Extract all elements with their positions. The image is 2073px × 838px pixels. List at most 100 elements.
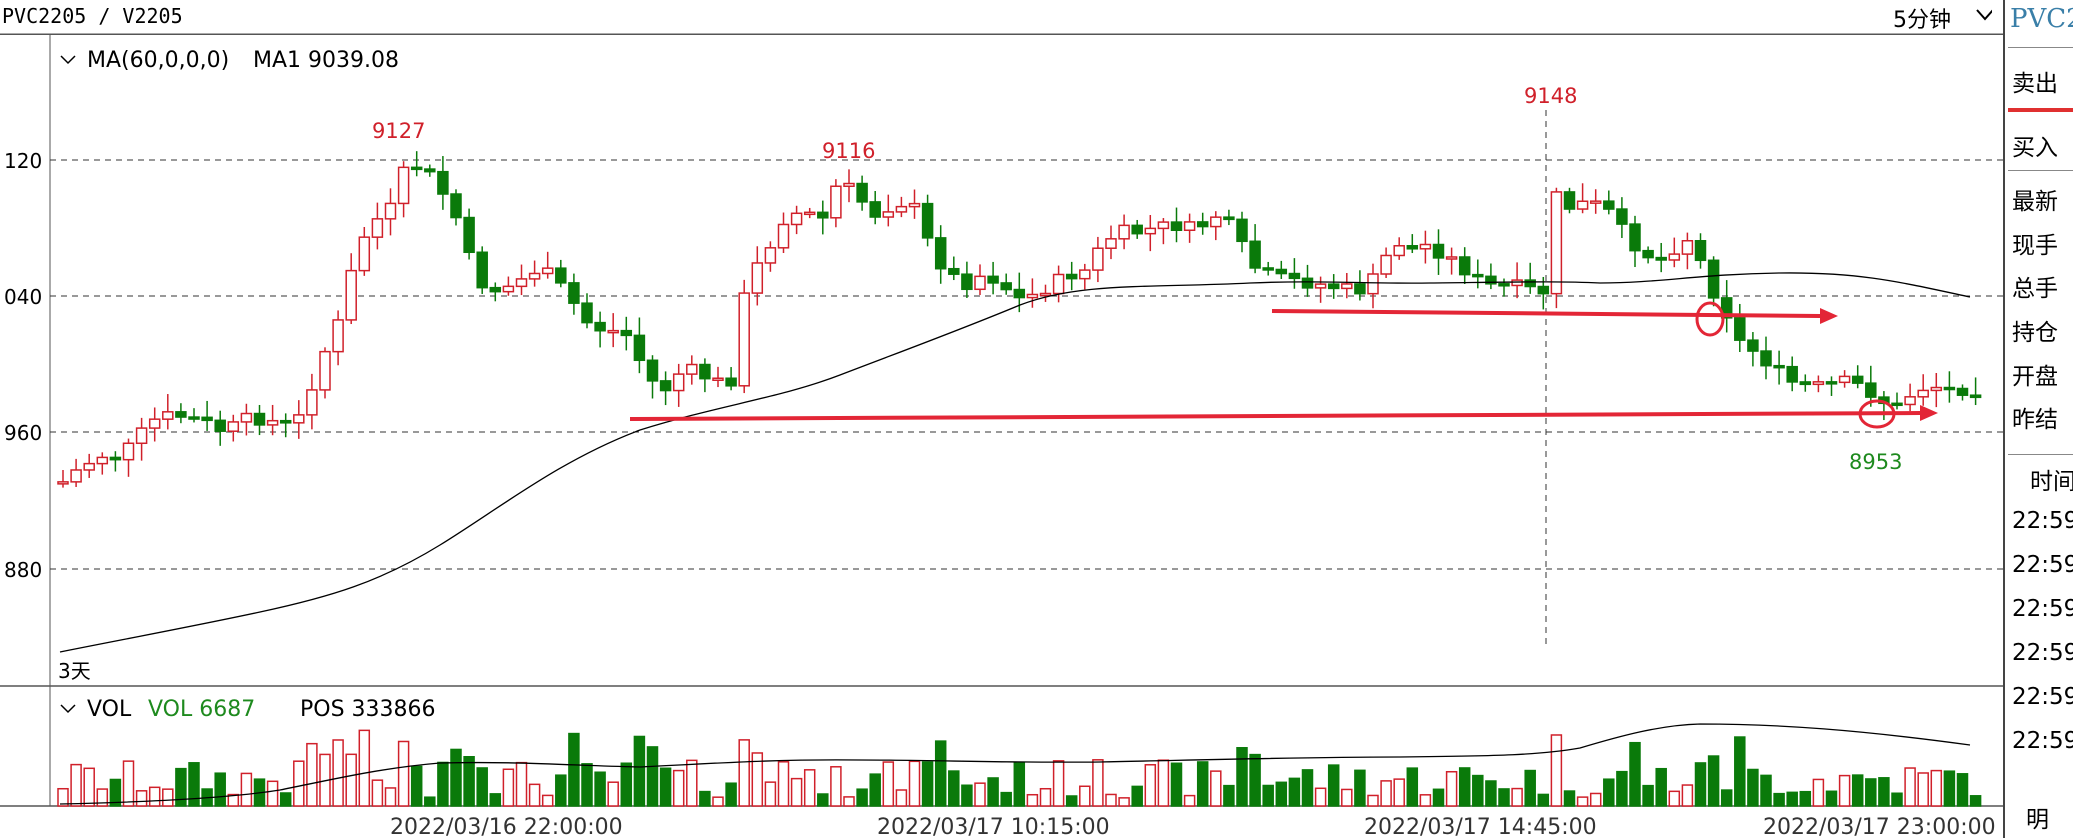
candle-up — [502, 285, 515, 293]
candle-down — [1131, 224, 1143, 235]
candle-down — [1851, 375, 1864, 384]
candle-up — [1039, 292, 1052, 297]
candle-up — [293, 414, 305, 424]
candle-down — [633, 334, 646, 362]
volume-bar-down — [463, 756, 475, 807]
candle-down — [1891, 402, 1903, 407]
candle-down — [1485, 275, 1497, 285]
candle-down — [188, 416, 200, 420]
candle-down — [1825, 381, 1838, 385]
chevron-down-icon[interactable] — [1976, 8, 1992, 24]
volume-bar-down — [581, 763, 593, 807]
candle-down — [987, 275, 999, 284]
candle-up — [908, 202, 921, 208]
volume-bar-up — [1445, 770, 1458, 807]
candle-up — [1367, 273, 1379, 295]
candle-down — [1969, 394, 1982, 399]
candle-up — [1105, 238, 1117, 249]
volume-bar-down — [1354, 769, 1366, 807]
candle-down — [1694, 240, 1707, 262]
time-header: 时间 — [2030, 469, 2073, 495]
detail-tab[interactable]: 明 — [2026, 807, 2049, 833]
volume-bar-down — [1563, 790, 1576, 807]
candle-up — [1838, 375, 1851, 384]
candle-up — [1210, 216, 1222, 228]
volume-bar-down — [1734, 736, 1746, 807]
volume-bar-up — [358, 729, 371, 807]
volume-bar-up — [607, 781, 619, 807]
time-row: 22:59 — [2012, 640, 2073, 666]
candle-down — [1655, 256, 1667, 261]
volume-bar-up — [227, 793, 240, 807]
volume-bar-down — [633, 735, 646, 807]
vol-value: VOL 6687 — [148, 697, 255, 722]
volume-bar-down — [1747, 768, 1759, 807]
volume-bar-down — [1865, 778, 1877, 807]
support-line-lower — [629, 405, 1938, 421]
candle-up — [96, 456, 109, 465]
volume-bar-up — [1079, 785, 1091, 807]
volume-bar-down — [725, 782, 737, 807]
candle-down — [581, 302, 593, 324]
volume-bar-down — [1760, 774, 1772, 807]
volume-bar-down — [1537, 793, 1550, 807]
breakdown-circle-lower — [1858, 399, 1896, 429]
candle-down — [1734, 317, 1746, 341]
vol-indicator-name: VOL — [87, 697, 132, 722]
volume-bar-up — [1210, 770, 1222, 807]
collapse-icon[interactable] — [60, 55, 76, 65]
volume-bar-up — [162, 788, 174, 807]
candle-up — [1092, 247, 1104, 271]
candle-down — [1707, 259, 1720, 299]
volume-bar-up — [1157, 759, 1170, 807]
candle-down — [1563, 191, 1576, 210]
candlestick-chart[interactable]: 120 040 960 880 MA(60,0,0,0) MA1 9039.08… — [0, 0, 2003, 838]
volume-bar-down — [1301, 769, 1314, 807]
candle-down — [1288, 272, 1301, 280]
candle-up — [1550, 191, 1563, 295]
volume-bar-down — [109, 778, 122, 807]
vol-collapse-icon[interactable] — [60, 704, 76, 714]
low-label: 8953 — [1849, 450, 1902, 474]
volume-bar-down — [1196, 761, 1209, 807]
candle-down — [646, 359, 659, 382]
volume-bar-up — [1039, 787, 1052, 807]
candle-up — [895, 205, 908, 213]
volume-bar-up — [1118, 797, 1130, 807]
candle-up — [345, 269, 357, 321]
volume-bar-up — [1930, 769, 1943, 807]
candle-up — [803, 211, 816, 216]
candle-up — [882, 211, 895, 218]
volume-bar-up — [1576, 796, 1589, 807]
volume-bar-up — [1681, 784, 1694, 807]
candle-up — [384, 202, 397, 220]
candle-up — [122, 442, 135, 461]
volume-bar-up — [974, 782, 986, 807]
high-label-1: 9127 — [372, 119, 425, 143]
volume-bar-down — [987, 777, 999, 807]
volume-bar-up — [240, 772, 253, 807]
period-selector[interactable]: 5分钟 — [1893, 8, 1951, 33]
candle-down — [1236, 218, 1248, 243]
volume-bar-down — [1891, 792, 1903, 807]
candle-up — [751, 262, 764, 294]
volume-bar-down — [659, 767, 672, 807]
volume-bar-down — [1773, 792, 1785, 807]
candle-down — [1616, 208, 1628, 225]
volume-bar-up — [1144, 764, 1157, 807]
panel-divider[interactable] — [2003, 0, 2005, 838]
candle-down — [1956, 387, 1969, 396]
candle-down — [175, 411, 187, 418]
candle-up — [686, 363, 698, 375]
volume-bar-down — [1288, 777, 1301, 807]
volume-bar-up — [803, 769, 816, 807]
candle-down — [463, 216, 475, 254]
candle-down — [594, 321, 606, 332]
volume-bar-up — [541, 794, 554, 807]
candle-down — [869, 201, 881, 218]
volume-bar-down — [450, 748, 462, 807]
time-row: 22:59 — [2012, 684, 2073, 710]
span-label: 3天 — [58, 659, 91, 683]
volume-bar-up — [895, 789, 908, 807]
candle-down — [1786, 365, 1798, 383]
